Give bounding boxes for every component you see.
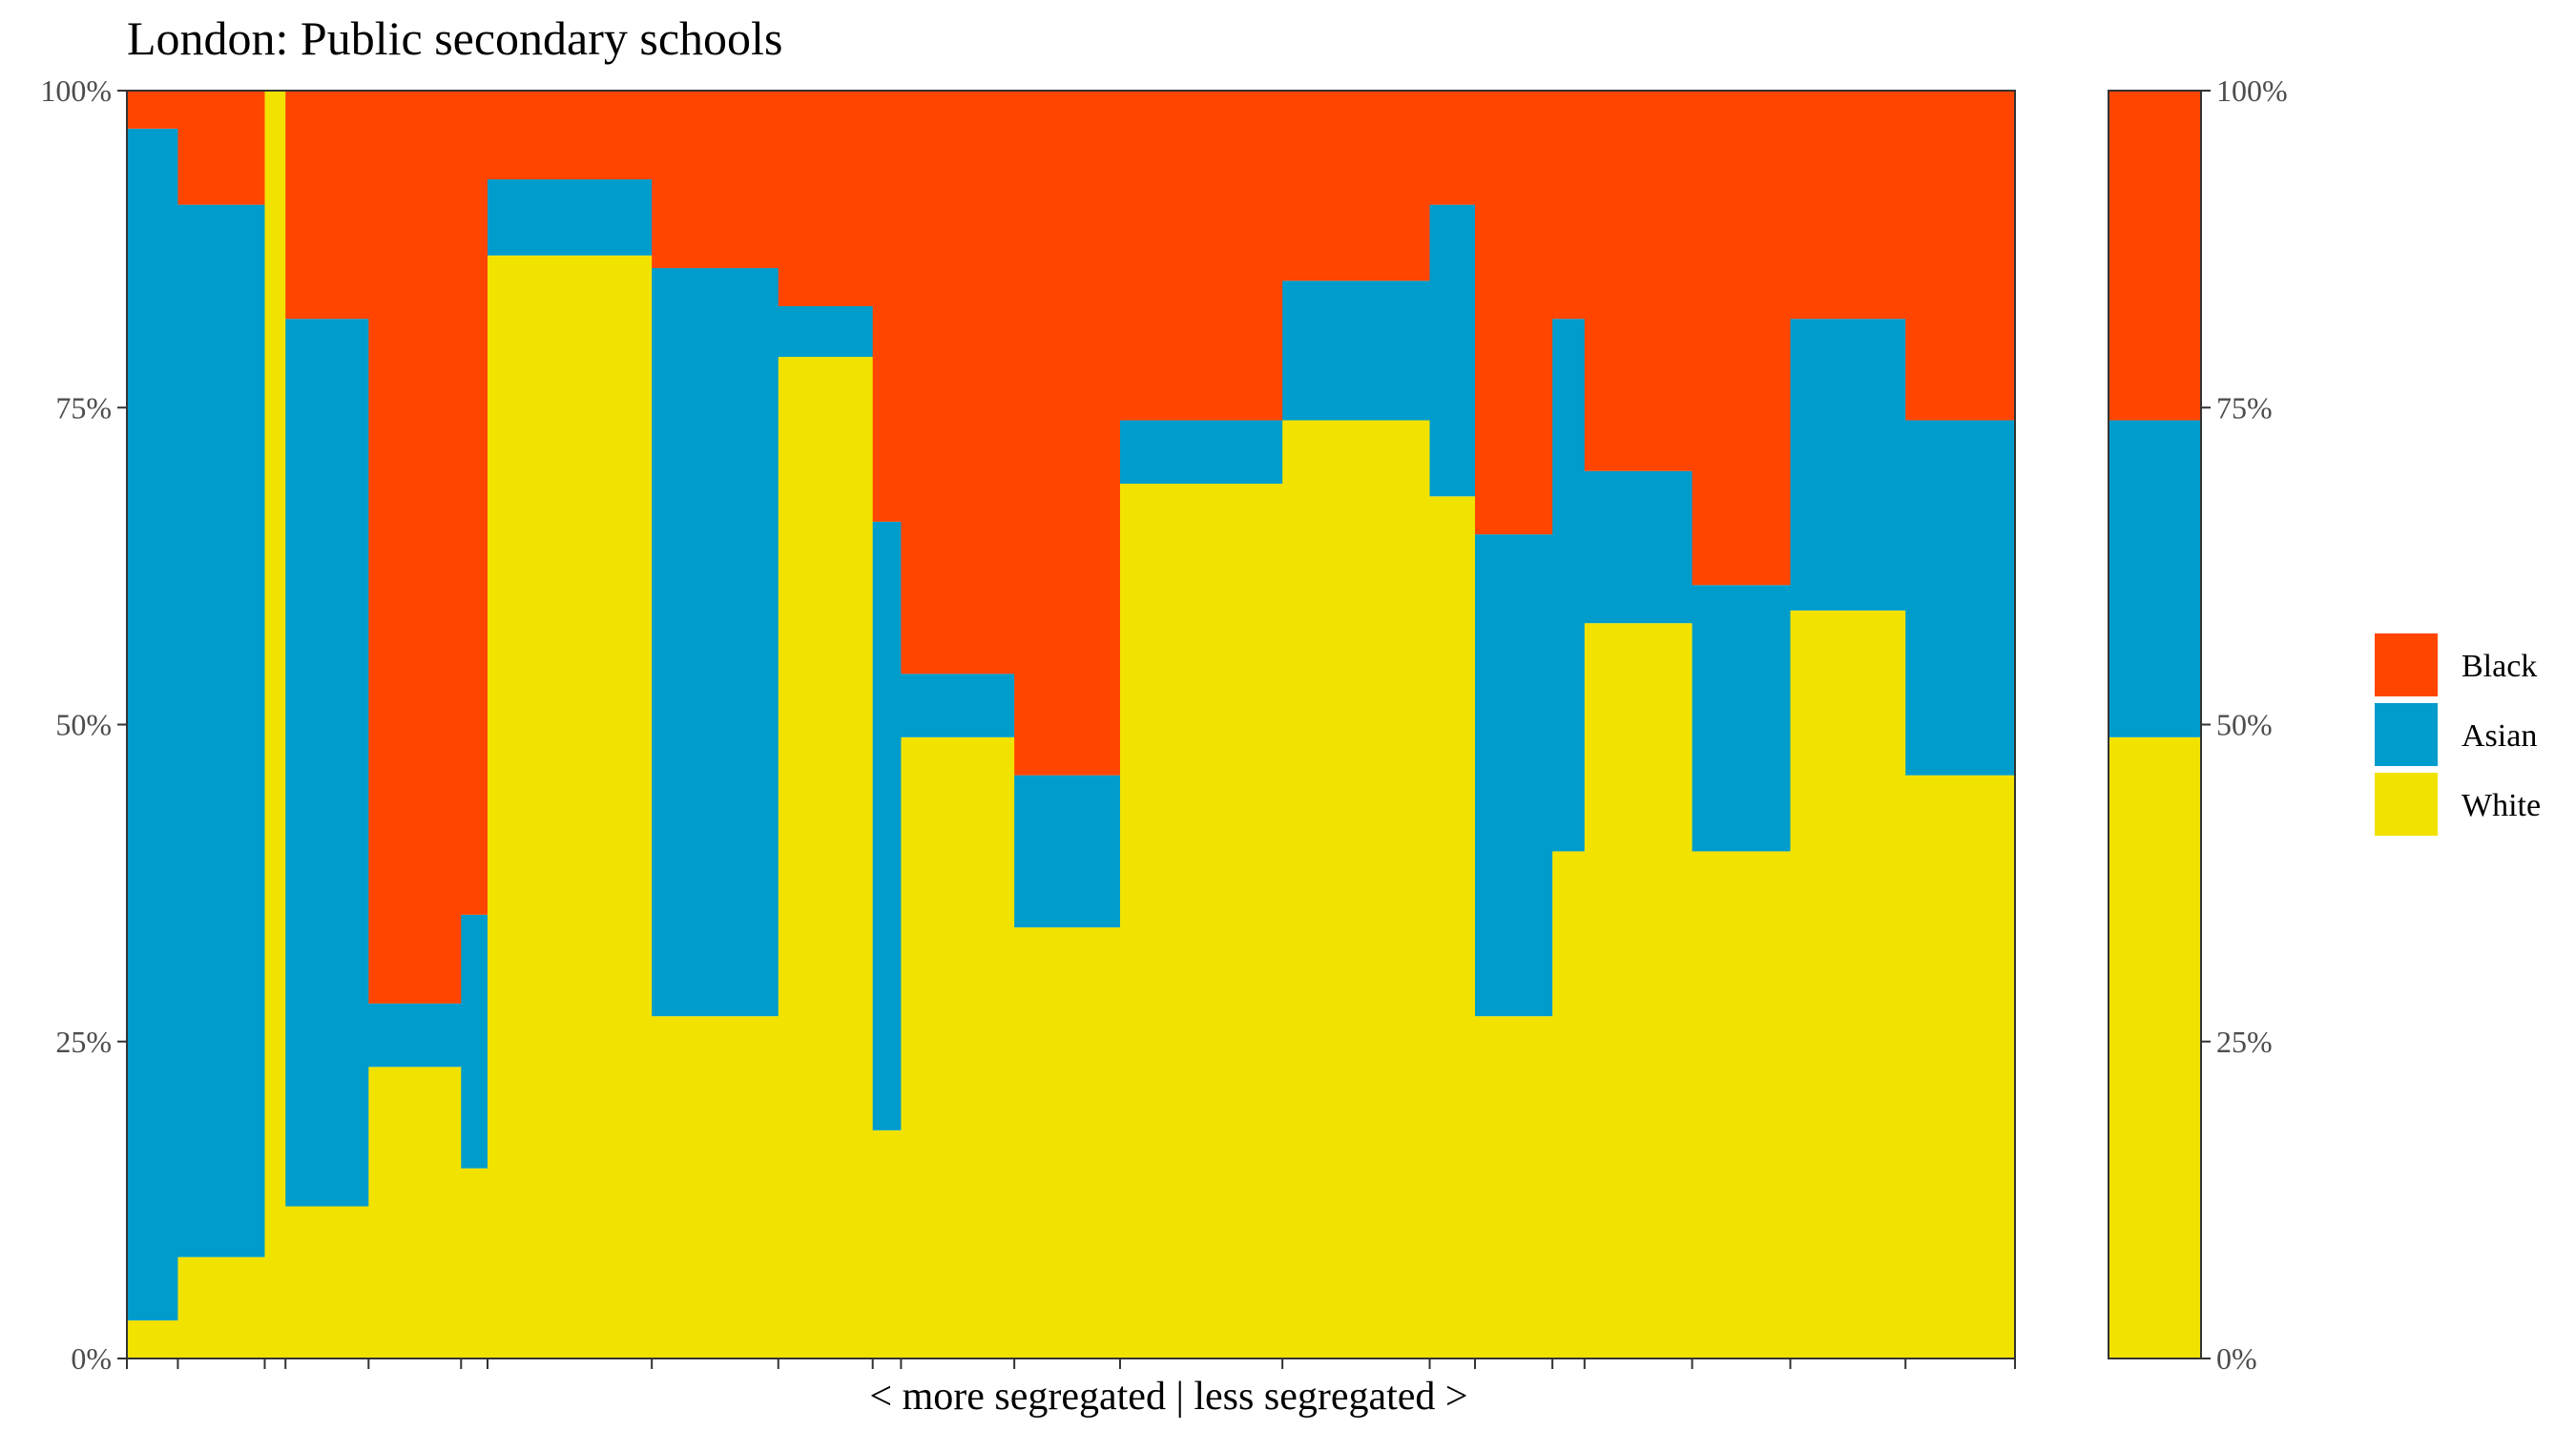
- main-col-21-white: [1905, 775, 2016, 1358]
- main-col-19-asian: [1692, 585, 1792, 852]
- main-col-3-white: [264, 91, 286, 1358]
- main-col-2-white: [177, 1256, 266, 1358]
- main-panel-bars: [127, 91, 2016, 1359]
- main-col-4-black: [285, 91, 369, 320]
- main-col-20-black: [1790, 91, 1906, 320]
- main-col-17-white: [1552, 851, 1586, 1358]
- legend: Black Asian White: [2375, 633, 2541, 836]
- summary-panel-bars: [2109, 91, 2202, 1358]
- main-col-11-white: [901, 736, 1015, 1358]
- main-col-8-white: [652, 1016, 779, 1358]
- main-col-7-asian: [487, 179, 653, 256]
- y-tick-label-left: 100%: [40, 73, 112, 108]
- main-col-2-asian: [177, 204, 266, 1257]
- main-col-16-asian: [1475, 534, 1553, 1017]
- main-col-1-white: [127, 1320, 179, 1358]
- main-col-20-asian: [1790, 319, 1906, 611]
- y-tick-label-right: 25%: [2216, 1025, 2273, 1059]
- main-col-20-white: [1790, 610, 1906, 1358]
- main-col-15-white: [1429, 496, 1476, 1358]
- main-col-13-black: [1119, 91, 1283, 421]
- main-col-11-asian: [901, 674, 1015, 737]
- main-col-13-asian: [1119, 420, 1283, 484]
- y-axis-right: 0% 25% 50% 75% 100%: [2201, 73, 2288, 1376]
- main-col-1-asian: [127, 128, 179, 1321]
- y-axis-left: 0% 25% 50% 75% 100%: [40, 73, 127, 1376]
- main-col-16-black: [1475, 91, 1553, 535]
- main-col-10-white: [872, 1130, 902, 1358]
- legend-swatch-asian: [2375, 703, 2438, 766]
- summary-col-1-black: [2109, 91, 2202, 421]
- main-col-12-white: [1014, 927, 1121, 1358]
- chart-title: London: Public secondary schools: [127, 11, 782, 65]
- main-col-7-white: [487, 255, 653, 1358]
- main-col-2-black: [177, 91, 266, 205]
- main-col-4-asian: [285, 319, 369, 1207]
- main-col-5-black: [368, 91, 462, 1004]
- main-col-16-white: [1475, 1016, 1553, 1358]
- summary-col-1-asian: [2109, 420, 2202, 737]
- main-col-10-black: [872, 91, 902, 522]
- main-col-6-asian: [461, 914, 488, 1169]
- main-col-15-black: [1429, 91, 1476, 205]
- y-tick-label-right: 50%: [2216, 708, 2273, 742]
- main-col-19-white: [1692, 851, 1792, 1358]
- main-col-5-asian: [368, 1003, 462, 1068]
- main-col-13-white: [1119, 483, 1283, 1358]
- main-col-17-black: [1552, 91, 1586, 320]
- main-col-8-black: [652, 91, 779, 269]
- main-col-9-white: [778, 357, 874, 1359]
- main-col-12-asian: [1014, 775, 1121, 928]
- main-col-14-black: [1282, 91, 1431, 281]
- summary-col-1-white: [2109, 736, 2202, 1358]
- main-col-12-black: [1014, 91, 1121, 776]
- main-col-1-black: [127, 91, 179, 129]
- legend-swatch-white: [2375, 773, 2438, 836]
- main-col-9-black: [778, 91, 874, 306]
- main-col-14-asian: [1282, 280, 1431, 421]
- main-col-6-white: [461, 1168, 488, 1358]
- legend-label-asian: Asian: [2462, 718, 2537, 754]
- main-col-14-white: [1282, 420, 1431, 1358]
- main-col-6-black: [461, 91, 488, 915]
- y-tick-label-left: 0%: [71, 1341, 112, 1376]
- y-tick-label-left: 75%: [55, 390, 112, 425]
- y-tick-label-left: 25%: [55, 1025, 112, 1059]
- main-col-21-black: [1905, 91, 2016, 421]
- y-tick-label-right: 100%: [2216, 73, 2288, 108]
- main-col-9-asian: [778, 305, 874, 358]
- main-col-7-black: [487, 91, 653, 180]
- main-col-8-asian: [652, 268, 779, 1017]
- main-col-15-asian: [1429, 204, 1476, 497]
- main-col-18-asian: [1584, 470, 1693, 624]
- main-col-18-black: [1584, 91, 1693, 471]
- legend-label-black: Black: [2462, 649, 2537, 684]
- y-tick-label-left: 50%: [55, 708, 112, 742]
- y-tick-label-right: 0%: [2216, 1341, 2257, 1376]
- main-col-21-asian: [1905, 420, 2016, 776]
- x-axis: [126, 1358, 2016, 1369]
- main-col-18-white: [1584, 623, 1693, 1358]
- y-tick-label-right: 75%: [2216, 390, 2273, 425]
- main-col-5-white: [368, 1067, 462, 1358]
- main-col-19-black: [1692, 91, 1792, 586]
- main-col-4-white: [285, 1206, 369, 1358]
- main-col-10-asian: [872, 521, 902, 1130]
- main-col-11-black: [901, 91, 1015, 674]
- main-col-17-asian: [1552, 319, 1586, 852]
- legend-label-white: White: [2462, 788, 2541, 823]
- legend-swatch-black: [2375, 633, 2438, 696]
- x-axis-label: < more segregated | less segregated >: [869, 1375, 1467, 1419]
